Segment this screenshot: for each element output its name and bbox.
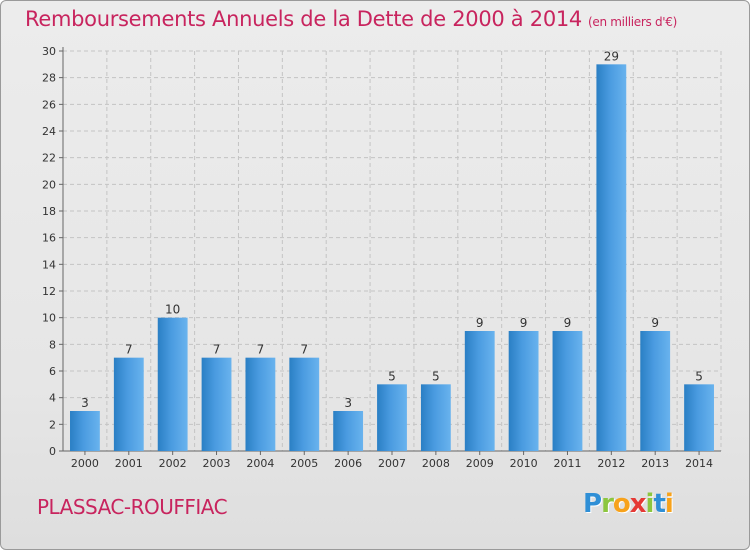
x-tick-label-2003: 2003 [203,457,231,470]
y-tick-label: 6 [49,365,56,378]
logo-letter: r [601,489,614,519]
y-tick-label: 22 [42,152,56,165]
y-tick-label: 12 [42,285,56,298]
proxiti-logo: Proxiti [583,489,674,519]
y-tick-label: 16 [42,232,56,245]
chart-subtitle: (en milliers d'€) [588,15,678,29]
x-tick-label-2007: 2007 [378,457,406,470]
x-tick-label-2000: 2000 [71,457,99,470]
bar-2007 [377,384,407,451]
data-label-2001: 7 [125,343,133,357]
data-label-2013: 9 [651,316,659,330]
bar-2011 [552,331,583,451]
x-tick-label-2002: 2002 [159,457,187,470]
x-tick-label-2001: 2001 [115,457,143,470]
y-tick-label: 28 [42,72,56,85]
chart-title: Remboursements Annuels de la Dette de 20… [25,7,677,31]
bar-2000 [70,411,100,451]
bars [70,64,714,452]
y-tick-label: 18 [42,205,56,218]
data-label-2007: 5 [388,369,396,383]
logo-letter: o [612,489,631,519]
bar-2010 [508,331,539,451]
x-tick-label-2011: 2011 [553,457,581,470]
y-tick-label: 20 [42,178,56,191]
y-tick-label: 4 [49,392,56,405]
data-labels: 3 7 10 7 7 7 3 5 5 9 9 9 29 9 5 [81,49,703,410]
data-label-2006: 3 [344,396,352,410]
bar-2009 [464,331,495,451]
y-tick-label: 8 [49,338,56,351]
bar-2013 [640,331,671,451]
x-tick-label-2005: 2005 [290,457,318,470]
data-label-2003: 7 [213,343,221,357]
x-tick-label-2006: 2006 [334,457,362,470]
bar-2004 [245,357,276,451]
bar-2002 [157,317,188,451]
logo-letter: i [645,489,655,519]
logo-letter: t [653,489,665,519]
data-label-2014: 5 [695,369,703,383]
bar-2006 [333,411,364,451]
bar-2012 [596,64,627,452]
data-label-2011: 9 [564,316,572,330]
y-tick-label: 10 [42,312,56,325]
x-tick-label-2012: 2012 [597,457,625,470]
y-tick-label: 26 [42,98,56,111]
data-label-2000: 3 [81,396,89,410]
chart-title-text: Remboursements Annuels de la Dette de 20… [25,7,582,31]
data-label-2012: 29 [604,49,619,63]
data-label-2004: 7 [257,343,265,357]
y-tick-label: 14 [42,258,56,271]
data-label-2002: 10 [165,303,180,317]
x-tick-label-2013: 2013 [641,457,669,470]
commune-name: PLASSAC-ROUFFIAC [37,495,228,519]
x-tick-label-2008: 2008 [422,457,450,470]
x-tick-label-2009: 2009 [466,457,494,470]
logo-letter: x [629,489,647,519]
y-tick-label: 0 [49,445,56,458]
y-tick-label: 30 [42,45,56,58]
bar-2001 [113,357,144,451]
bar-2008 [420,384,451,451]
bar-2014 [684,384,714,451]
data-label-2008: 5 [432,369,440,383]
x-tick-label-2014: 2014 [685,457,713,470]
y-tick-label: 24 [42,125,56,138]
bar-2005 [289,357,320,451]
bar-2003 [201,357,232,451]
logo-letter: i [664,489,674,519]
data-label-2005: 7 [300,343,308,357]
data-label-2009: 9 [476,316,484,330]
x-tick-label-2004: 2004 [246,457,274,470]
data-label-2010: 9 [520,316,528,330]
logo-letter: P [583,489,602,519]
x-tick-label-2010: 2010 [510,457,538,470]
y-tick-label: 2 [49,418,56,431]
